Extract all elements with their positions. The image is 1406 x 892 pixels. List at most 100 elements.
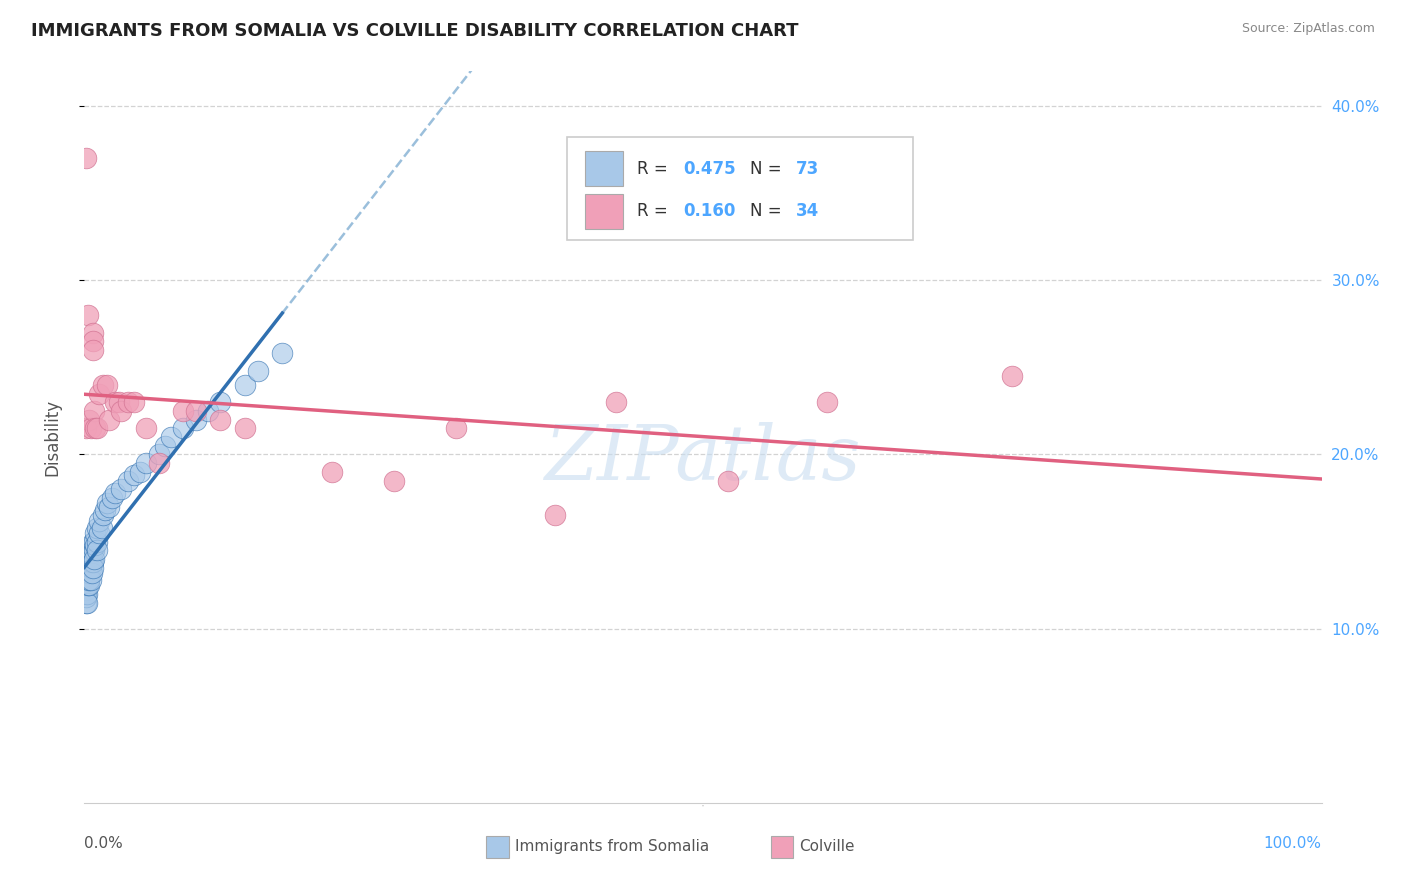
Point	[75, 421, 97, 435]
Point	[75, 552, 97, 566]
Point	[89, 514, 111, 528]
Point	[82, 343, 104, 357]
Point	[91, 377, 114, 392]
Point	[79, 566, 101, 580]
Point	[75, 560, 97, 574]
Point	[76, 566, 98, 580]
Point	[122, 468, 145, 483]
Point	[86, 421, 108, 435]
Point	[79, 421, 101, 435]
Point	[86, 543, 108, 558]
Text: Immigrants from Somalia: Immigrants from Somalia	[515, 839, 709, 855]
Point	[94, 503, 117, 517]
Point	[79, 556, 101, 570]
Point	[148, 456, 170, 470]
Point	[75, 595, 97, 609]
Point	[82, 556, 104, 570]
Point	[79, 549, 101, 563]
Point	[83, 543, 105, 558]
Point	[76, 578, 98, 592]
Text: Source: ZipAtlas.com: Source: ZipAtlas.com	[1241, 22, 1375, 36]
Bar	[486, 836, 509, 858]
Point	[100, 491, 122, 505]
Point	[82, 334, 104, 349]
Point	[77, 569, 100, 583]
Text: 100.0%: 100.0%	[1264, 836, 1322, 851]
Text: ZIPatlas: ZIPatlas	[544, 422, 862, 496]
Point	[98, 500, 121, 514]
Text: 73: 73	[796, 160, 820, 178]
Point	[75, 583, 97, 598]
Point	[77, 578, 100, 592]
Point	[76, 587, 98, 601]
Point	[148, 448, 170, 462]
Point	[160, 430, 183, 444]
Point	[209, 412, 232, 426]
Point	[82, 326, 104, 340]
Point	[76, 573, 98, 587]
Point	[172, 404, 194, 418]
Point	[77, 566, 100, 580]
Point	[110, 483, 132, 497]
Point	[75, 569, 97, 583]
Point	[117, 474, 139, 488]
Point	[83, 534, 105, 549]
Text: 0.160: 0.160	[683, 202, 735, 220]
Point	[75, 564, 97, 578]
Point	[79, 552, 101, 566]
Point	[79, 573, 101, 587]
Point	[84, 421, 107, 435]
Point	[815, 395, 838, 409]
Point	[79, 412, 101, 426]
Bar	[585, 151, 623, 186]
Point	[75, 573, 97, 587]
Point	[84, 525, 107, 540]
Point	[605, 395, 627, 409]
Point	[135, 421, 157, 435]
Point	[271, 346, 294, 360]
Point	[96, 496, 118, 510]
Point	[246, 364, 269, 378]
Point	[76, 595, 98, 609]
Point	[80, 543, 103, 558]
Point	[197, 404, 219, 418]
Point	[77, 308, 100, 322]
Point	[91, 508, 114, 523]
Point	[117, 395, 139, 409]
Point	[82, 560, 104, 574]
Text: 0.475: 0.475	[683, 160, 735, 178]
Point	[84, 538, 107, 552]
Point	[79, 556, 101, 570]
Point	[184, 412, 207, 426]
Point	[82, 534, 104, 549]
Bar	[770, 836, 793, 858]
Point	[90, 521, 112, 535]
Point	[209, 395, 232, 409]
Point	[75, 591, 97, 605]
Point	[233, 421, 256, 435]
Point	[1001, 369, 1024, 384]
FancyBboxPatch shape	[567, 137, 914, 240]
Point	[76, 556, 98, 570]
Point	[98, 412, 121, 426]
Point	[79, 578, 101, 592]
Point	[75, 578, 97, 592]
Text: IMMIGRANTS FROM SOMALIA VS COLVILLE DISABILITY CORRELATION CHART: IMMIGRANTS FROM SOMALIA VS COLVILLE DISA…	[31, 22, 799, 40]
Point	[717, 474, 740, 488]
Text: 0.0%: 0.0%	[84, 836, 124, 851]
Point	[86, 521, 108, 535]
Point	[96, 377, 118, 392]
Point	[83, 552, 105, 566]
Point	[104, 395, 127, 409]
Text: Colville: Colville	[800, 839, 855, 855]
Point	[89, 525, 111, 540]
Point	[77, 560, 100, 574]
Point	[382, 474, 405, 488]
Text: 34: 34	[796, 202, 820, 220]
Text: N =: N =	[749, 160, 787, 178]
Point	[321, 465, 343, 479]
Text: N =: N =	[749, 202, 787, 220]
Point	[83, 404, 105, 418]
Text: R =: R =	[637, 202, 673, 220]
Point	[89, 386, 111, 401]
